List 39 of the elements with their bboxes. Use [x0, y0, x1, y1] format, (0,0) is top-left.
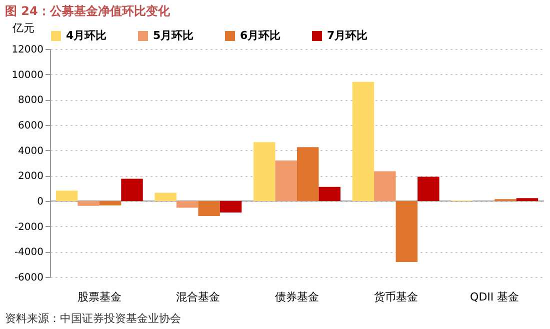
y-tick-label: 4000 [18, 146, 44, 157]
y-tick-label: 10000 [12, 70, 44, 81]
y-tick-label: 0 [37, 196, 44, 208]
x-tick-label: 混合基金 [176, 290, 220, 304]
y-tick-label: 6000 [18, 120, 44, 132]
bar [374, 171, 396, 201]
y-tick-label: -6000 [14, 272, 44, 284]
x-tick-label: 债券基金 [275, 290, 319, 304]
bar [176, 201, 198, 208]
x-tick-label: 股票基金 [77, 290, 122, 304]
bar [352, 82, 374, 201]
legend-label: 6月环比 [240, 29, 281, 42]
bar [56, 190, 78, 201]
bar [220, 201, 242, 213]
bar [418, 176, 440, 201]
y-tick-label: 2000 [18, 171, 44, 182]
chart-title: 图 24：公募基金净值环比变化 [5, 4, 171, 18]
bar [78, 201, 100, 206]
bar [121, 178, 143, 201]
bar [99, 201, 122, 206]
bar [516, 198, 538, 201]
text: 资料来源：中国证券投资基金业协会 [5, 312, 181, 325]
legend-label: 7月环比 [327, 29, 368, 42]
x-tick-label: QDII 基金 [470, 290, 520, 304]
x-tick-label: 货币基金 [374, 290, 418, 304]
y-tick-label: 12000 [12, 44, 44, 56]
y-tick-label: -4000 [14, 247, 44, 258]
bar [297, 147, 319, 201]
bar [254, 142, 276, 201]
y-axis-title: 亿元 [12, 22, 34, 34]
legend-label: 4月环比 [66, 29, 107, 42]
y-tick-label: -2000 [14, 222, 44, 233]
bar [318, 186, 340, 201]
bar [396, 201, 418, 262]
bar [154, 192, 176, 201]
bar [198, 201, 220, 216]
legend-label: 5月环比 [153, 29, 194, 42]
y-tick-label: 8000 [18, 95, 44, 106]
bar [275, 160, 297, 201]
